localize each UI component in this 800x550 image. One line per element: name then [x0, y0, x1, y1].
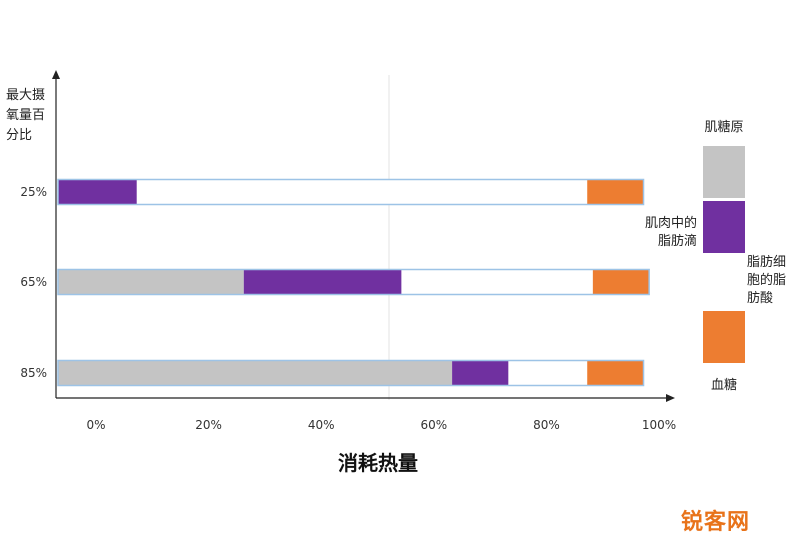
bar-row [57, 359, 645, 387]
bar-segment-fat_cell_fa [508, 360, 588, 386]
legend-label: 胞的脂 [747, 272, 786, 288]
x-tick-label: 60% [420, 418, 447, 432]
bar-segment-glycogen [58, 360, 453, 386]
bar-row [57, 268, 650, 296]
y-tick-label: 85% [20, 366, 47, 380]
legend-label: 血糖 [711, 377, 737, 393]
legend-swatch [703, 311, 745, 363]
y-tick-label: 25% [20, 185, 47, 199]
legend-label: 脂肪细 [747, 254, 786, 270]
y-tick-label: 65% [20, 275, 47, 289]
y-axis-title-line: 分比 [6, 128, 32, 143]
x-axis-title: 消耗热量 [338, 451, 418, 475]
bar-row [57, 178, 645, 206]
bar-outline [57, 268, 650, 296]
bar-segment-fat_cell_fa [136, 179, 588, 205]
bar-outline [57, 178, 645, 206]
x-tick-label: 20% [195, 418, 222, 432]
bars-group [57, 178, 650, 387]
legend-swatch [703, 146, 745, 198]
bar-segment-fat_cell_fa [401, 269, 593, 295]
bar-segment-muscle_fat [58, 179, 137, 205]
legend-item-blood_sugar: 血糖 [703, 311, 745, 393]
legend-label: 脂肪滴 [658, 233, 697, 249]
watermark: 锐客网 [680, 510, 750, 535]
y-axis-title: 最大摄 氧量百 分比 [6, 88, 45, 143]
legend-item-glycogen: 肌糖原 [703, 119, 745, 198]
bar-outline [57, 359, 645, 387]
y-tick-labels: 25% 65% 85% [20, 185, 47, 380]
x-tick-label: 100% [642, 418, 676, 432]
legend-label: 肌肉中的 [645, 215, 697, 231]
bar-segment-glycogen [58, 269, 244, 295]
legend-label: 肌糖原 [704, 119, 743, 135]
x-tick-labels: 0% 20% 40% 60% 80% 100% [86, 418, 676, 432]
bar-segment-muscle_fat [452, 360, 509, 386]
bar-segment-blood_sugar [587, 360, 644, 386]
bar-segment-blood_sugar [592, 269, 650, 295]
x-tick-label: 40% [308, 418, 335, 432]
legend-swatch [703, 201, 745, 253]
y-axis-title-line: 氧量百 [6, 108, 45, 123]
x-tick-label: 0% [86, 418, 105, 432]
bar-segment-blood_sugar [587, 179, 644, 205]
y-axis-title-line: 最大摄 [6, 88, 45, 103]
x-axis-arrow-icon [666, 394, 675, 402]
legend-label: 肪酸 [747, 290, 773, 306]
bar-segment-muscle_fat [243, 269, 402, 295]
x-tick-label: 80% [533, 418, 560, 432]
y-axis-arrow-icon [52, 70, 60, 79]
